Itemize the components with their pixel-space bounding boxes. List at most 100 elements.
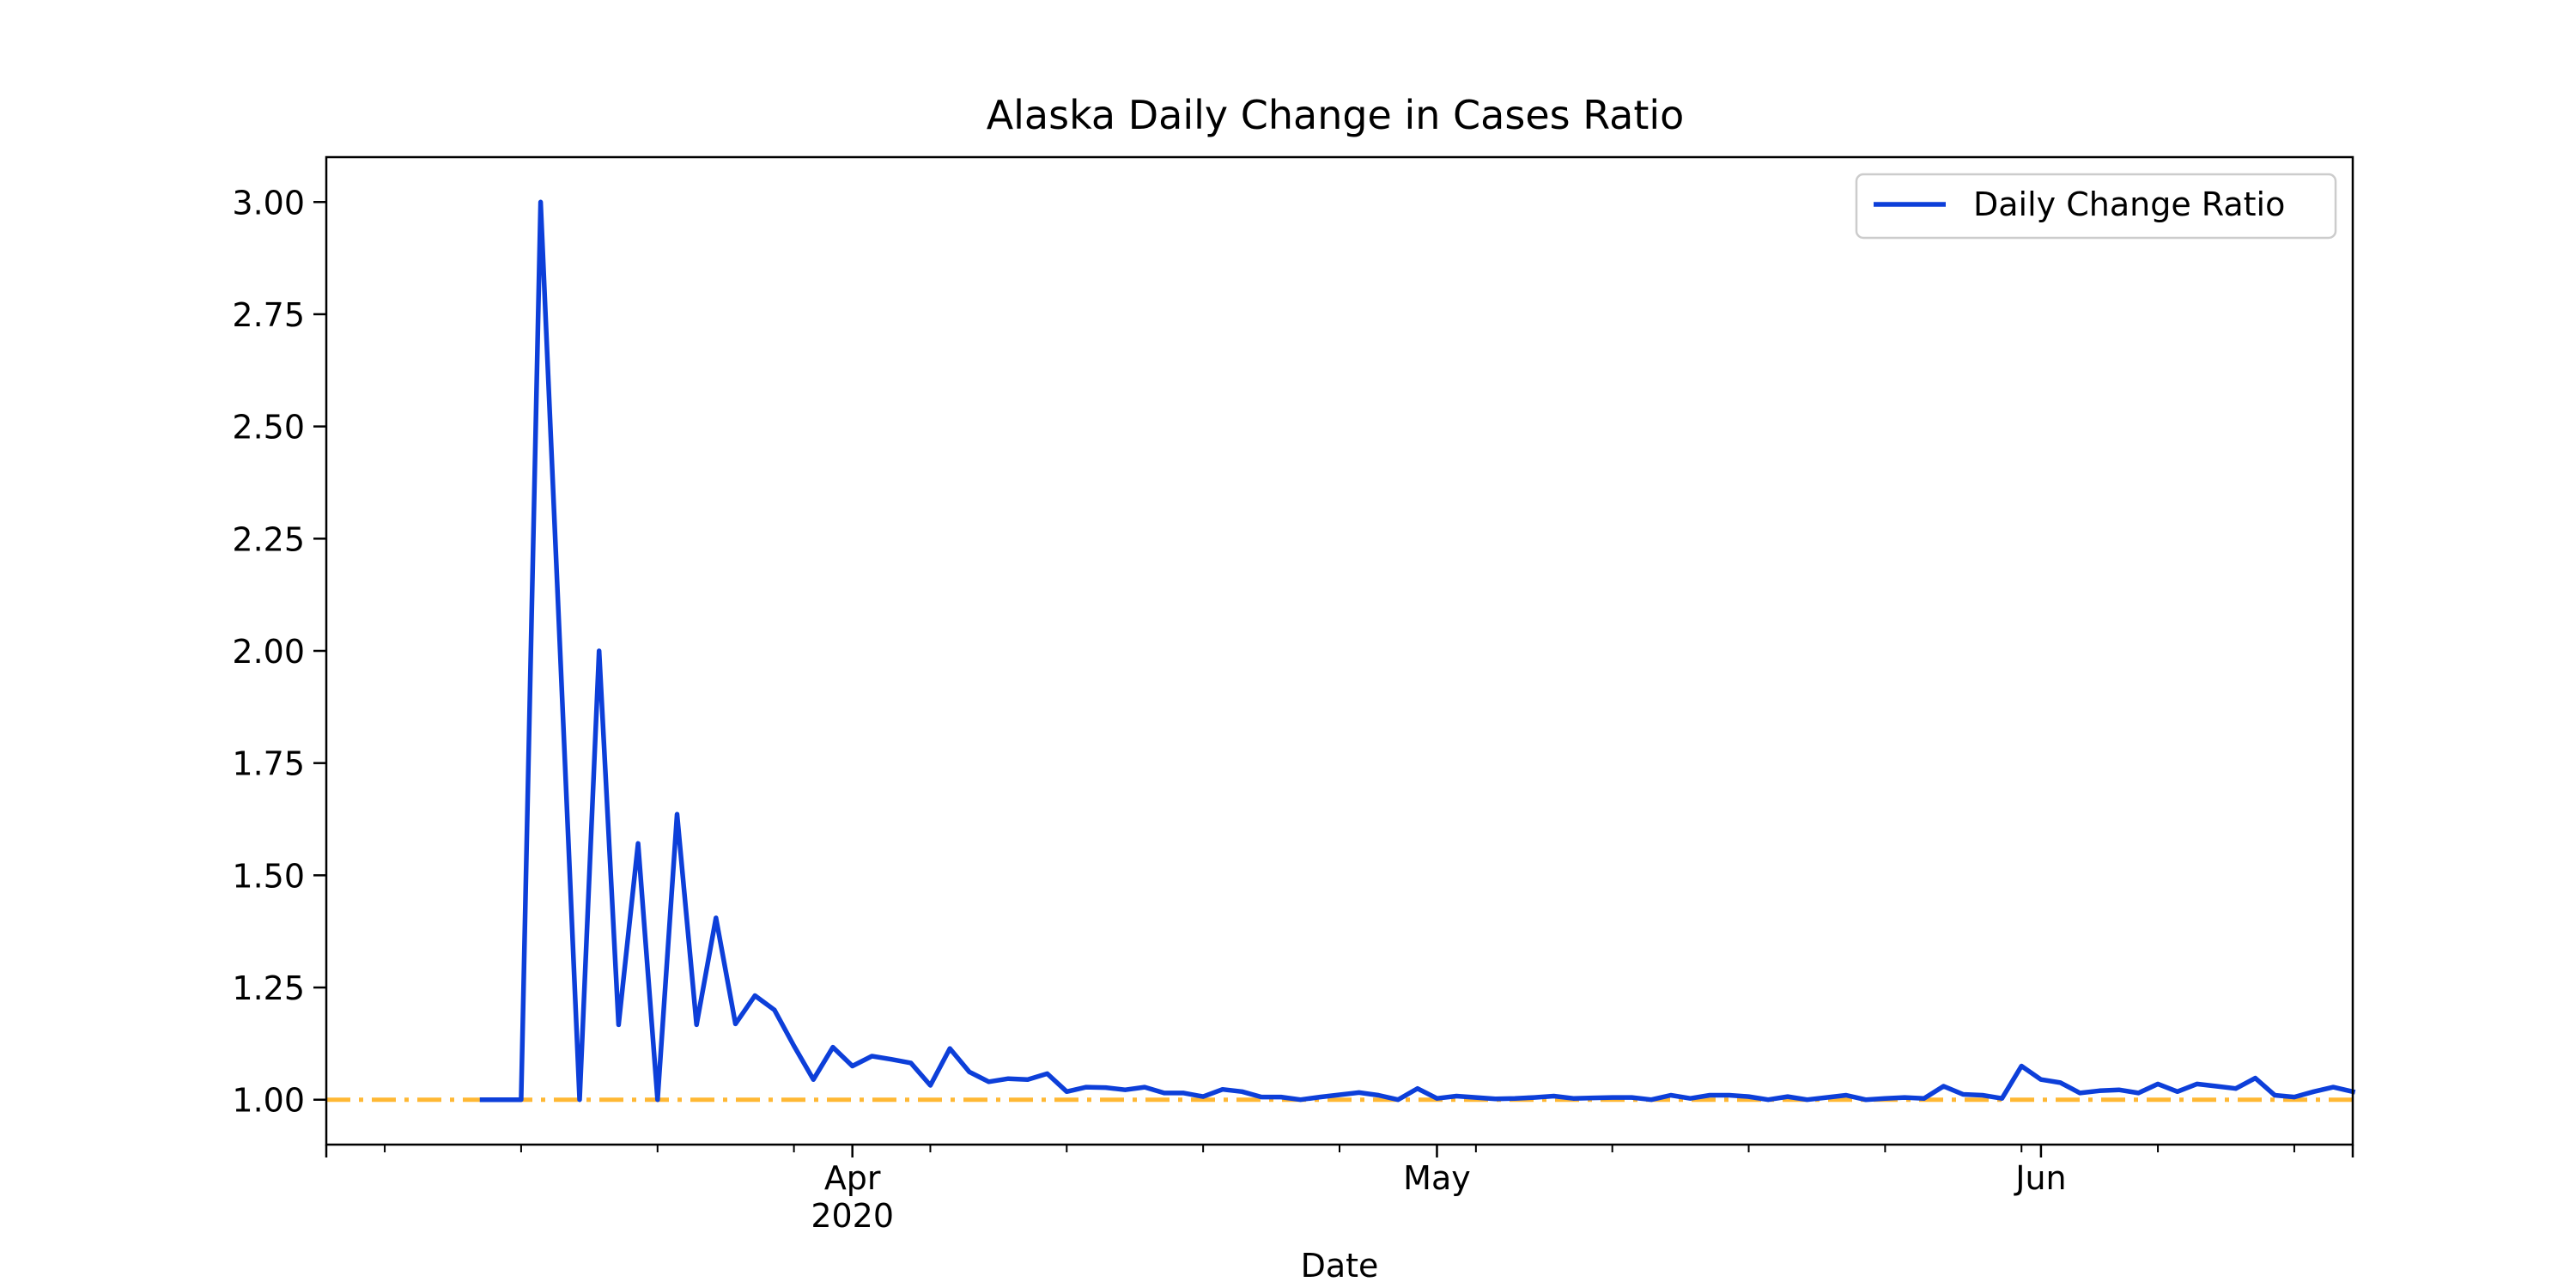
data-point <box>1922 1097 1926 1101</box>
data-point <box>1143 1085 1147 1090</box>
data-point <box>1668 1093 1673 1097</box>
data-point <box>1747 1095 1751 1099</box>
data-point <box>1201 1095 1206 1099</box>
data-point <box>1357 1091 1361 1095</box>
data-point <box>695 1023 699 1027</box>
data-point <box>1103 1085 1108 1090</box>
y-tick-label: 1.50 <box>232 857 305 895</box>
data-point <box>675 812 679 817</box>
data-point <box>1532 1096 1536 1100</box>
x-tick-label: Jun <box>2014 1159 2066 1197</box>
data-point <box>1318 1095 1322 1099</box>
data-point <box>2020 1064 2024 1068</box>
data-point <box>792 1044 796 1048</box>
data-point <box>636 841 641 846</box>
data-point <box>1941 1084 1946 1089</box>
data-point <box>772 1008 776 1012</box>
data-point <box>1727 1093 1731 1097</box>
data-point <box>987 1079 991 1084</box>
data-point <box>1298 1097 1303 1102</box>
data-point <box>2331 1085 2336 1090</box>
data-point <box>2038 1078 2043 1082</box>
y-tick-label: 2.25 <box>232 520 305 558</box>
y-tick-label: 1.00 <box>232 1082 305 1120</box>
y-tick-label: 2.50 <box>232 409 305 447</box>
data-point <box>1844 1093 1849 1097</box>
y-tick-label: 2.75 <box>232 296 305 334</box>
data-point <box>2136 1091 2141 1095</box>
data-point <box>519 1097 523 1102</box>
data-point <box>1396 1097 1400 1102</box>
data-point <box>1260 1095 1264 1099</box>
data-point <box>2215 1084 2219 1089</box>
data-point <box>1766 1097 1771 1102</box>
legend: Daily Change Ratio <box>1855 173 2337 240</box>
data-point <box>1065 1090 1069 1094</box>
data-point <box>2000 1097 2004 1101</box>
data-point <box>1006 1077 1011 1081</box>
data-point <box>870 1054 874 1059</box>
y-tick-label: 2.00 <box>232 633 305 671</box>
data-point <box>714 916 718 920</box>
data-point <box>1084 1085 1089 1090</box>
data-point <box>928 1084 933 1088</box>
data-point <box>811 1078 816 1082</box>
data-point <box>1415 1086 1419 1091</box>
data-point <box>2098 1089 2102 1093</box>
data-point <box>2058 1080 2063 1084</box>
data-point <box>2233 1086 2238 1091</box>
data-point <box>1240 1090 1244 1094</box>
data-point <box>500 1097 504 1102</box>
legend-box <box>1855 173 2337 240</box>
data-point <box>2195 1082 2199 1086</box>
data-point <box>538 200 543 204</box>
data-point <box>480 1097 484 1102</box>
y-tick-label: 3.00 <box>232 184 305 222</box>
data-point <box>1591 1096 1595 1100</box>
data-point <box>2253 1076 2257 1080</box>
data-point <box>1025 1078 1030 1082</box>
data-point <box>908 1060 913 1065</box>
data-point <box>1883 1097 1887 1101</box>
data-point <box>831 1045 835 1049</box>
y-axis-ticks: 1.00 1.25 1.50 1.75 2.00 2.25 2.50 2.75 3.00 <box>232 184 326 1120</box>
data-point <box>655 1097 659 1102</box>
series-line-0 <box>479 199 2356 1103</box>
data-point <box>1435 1097 1439 1101</box>
x-tick-label: May <box>1403 1159 1471 1197</box>
data-point <box>2175 1090 2179 1094</box>
y-tick-label: 1.75 <box>232 745 305 783</box>
data-point <box>1473 1096 1478 1100</box>
data-point <box>850 1064 854 1068</box>
data-point <box>1513 1097 1517 1101</box>
data-point <box>617 1023 621 1027</box>
data-point <box>2117 1088 2121 1092</box>
data-point <box>1279 1095 1283 1099</box>
data-point <box>753 993 757 998</box>
data-point <box>1552 1094 1556 1098</box>
data-point <box>578 1097 582 1102</box>
data-point <box>558 649 562 653</box>
data-point <box>2273 1093 2277 1097</box>
data-point <box>1708 1093 1712 1097</box>
data-point <box>1220 1087 1224 1091</box>
data-point <box>1182 1091 1186 1095</box>
data-point <box>1688 1097 1692 1101</box>
data-point <box>1649 1097 1654 1102</box>
data-point <box>1123 1088 1127 1092</box>
data-point <box>1980 1093 1984 1097</box>
data-point <box>597 649 601 653</box>
data-point <box>1571 1097 1576 1101</box>
x-tick-label: Apr <box>824 1159 881 1197</box>
data-point <box>1903 1096 1907 1100</box>
data-point <box>1376 1093 1381 1097</box>
data-point <box>1162 1091 1166 1095</box>
data-point <box>1455 1094 1459 1098</box>
data-point <box>1825 1096 1829 1100</box>
data-point <box>1338 1093 1342 1097</box>
data-point <box>1805 1097 1809 1102</box>
data-point <box>1785 1095 1789 1099</box>
data-point <box>967 1070 971 1074</box>
